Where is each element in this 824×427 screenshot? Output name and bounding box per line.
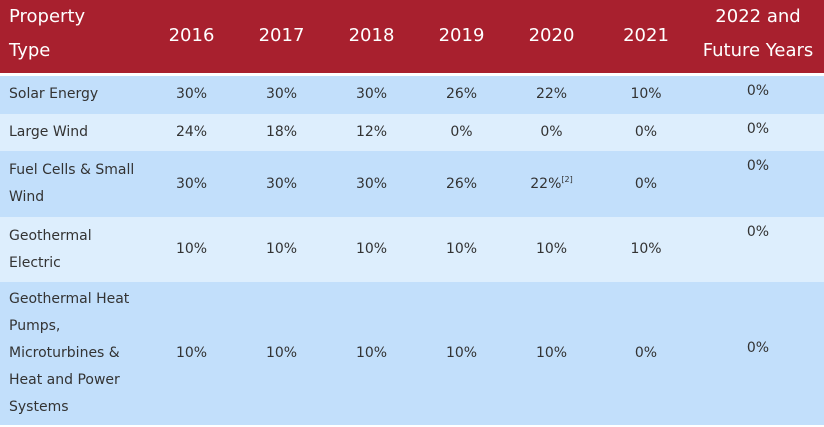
- table-row: Geothermal Electric 10% 10% 10% 10% 10% …: [0, 217, 824, 282]
- cell-value: 10%: [600, 72, 692, 114]
- cell-value: 22%: [503, 72, 600, 114]
- row-label: Fuel Cells & Small Wind: [9, 162, 135, 205]
- cell-future-value: 0%: [746, 158, 770, 174]
- cell-value: 30%: [355, 175, 388, 192]
- header-future-line-2: Future Years: [702, 40, 814, 61]
- cell-value: 10%: [265, 241, 298, 257]
- header-row: Property Type 2016 2017 2018 2019 2020 2…: [0, 0, 824, 74]
- cell-value: 18%: [265, 124, 298, 140]
- cell-value: 30%: [143, 72, 240, 114]
- header-year: 2019: [438, 25, 485, 47]
- cell-value: 26%: [445, 175, 478, 192]
- cell-value: 10%: [265, 345, 298, 361]
- header-property-line-2: Type: [9, 40, 51, 61]
- cell-future-value: 0%: [746, 224, 770, 240]
- row-label: Geothermal Heat Pumps, Microturbines & H…: [9, 291, 130, 415]
- cell-value: 10%: [535, 241, 568, 257]
- cell-value: 26%: [420, 72, 503, 114]
- cell-value: 10%: [175, 345, 208, 361]
- table-row: Large Wind 24% 18% 12% 0% 0% 0% 0%: [0, 114, 824, 151]
- cell-future-value: 0%: [692, 72, 824, 114]
- row-label: Solar Energy: [0, 72, 143, 114]
- header-year: 2016: [168, 25, 215, 47]
- cell-value: 30%: [323, 72, 420, 114]
- table-row: Solar Energy 30% 30% 30% 26% 22% 10% 0%: [0, 72, 824, 114]
- cell-value: 10%: [355, 241, 388, 257]
- header-year: 2018: [348, 25, 395, 47]
- cell-value: 10%: [355, 345, 388, 361]
- row-label: Geothermal Electric: [9, 227, 92, 271]
- cell-future-value: 0%: [746, 121, 770, 137]
- cell-future-value: 0%: [746, 339, 770, 356]
- row-label: Large Wind: [9, 124, 89, 140]
- header-property-line-1: Property: [9, 6, 86, 27]
- table-row: Fuel Cells & Small Wind 30% 30% 30% 26% …: [0, 151, 824, 217]
- cell-value: 0%: [634, 124, 658, 140]
- cell-value-with-note: 22%[2]: [503, 151, 600, 217]
- cell-value: 10%: [535, 345, 568, 361]
- cell-value: 30%: [240, 72, 323, 114]
- cell-value: 10%: [630, 241, 662, 257]
- header-future-line-1: 2022 and: [715, 6, 801, 27]
- cell-value: 0%: [540, 124, 563, 140]
- cell-value: 10%: [445, 345, 478, 361]
- cell-value: 0%: [450, 124, 473, 140]
- cell-value: 0%: [634, 175, 658, 192]
- footnote-ref[interactable]: [2]: [561, 174, 573, 184]
- cell-value: 24%: [175, 124, 208, 140]
- header-property-type: Property Type: [0, 0, 143, 74]
- header-future-years: 2022 and Future Years: [692, 0, 824, 74]
- cell-value: 30%: [175, 175, 208, 192]
- cell-value: 30%: [265, 175, 298, 192]
- header-year: 2017: [258, 25, 305, 47]
- cell-value: 10%: [175, 241, 208, 257]
- header-year: 2020: [528, 25, 575, 47]
- header-year: 2021: [623, 25, 669, 47]
- cell-value: 22%: [530, 175, 562, 192]
- cell-value: 12%: [355, 124, 388, 140]
- table-row: Geothermal Heat Pumps, Microturbines & H…: [0, 282, 824, 425]
- cell-value: 10%: [445, 241, 478, 257]
- cell-value: 0%: [634, 345, 658, 361]
